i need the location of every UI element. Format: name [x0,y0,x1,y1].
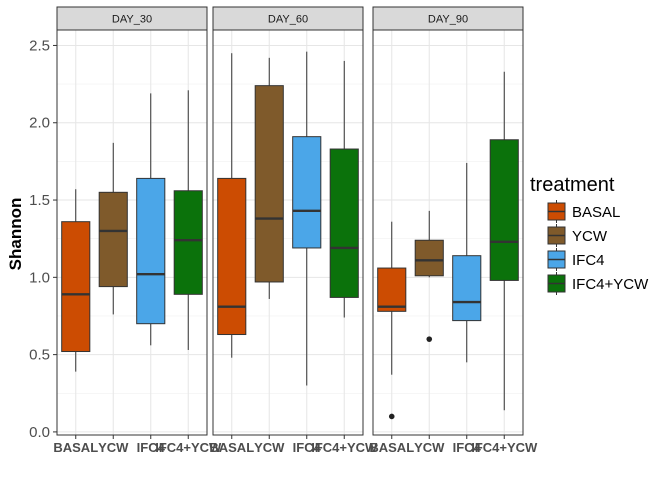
legend-item-ifc4: IFC4 [547,248,605,271]
box-iqr [414,239,444,277]
facet-strip-label: DAY_90 [428,14,468,26]
x-tick-label: IFC4+YCW [155,440,222,455]
legend-item-ycw: YCW [547,224,608,247]
box-ifc4 [292,51,322,386]
box-iqr [61,221,91,353]
box-basal [217,53,247,358]
outlier-point [388,413,395,420]
x-tick-label: IFC4 [293,440,322,455]
box-ycw [254,57,284,299]
x-tick-label: IFC4+YCW [471,440,538,455]
box-basal [377,221,407,420]
y-tick-label: 1.5 [29,192,50,209]
box-ifc4-ycw [173,90,203,350]
legend-label: IFC4 [572,252,605,269]
y-tick-label: 0.0 [29,424,50,441]
outlier-point [426,336,433,342]
x-tick-label: YCW [414,440,445,455]
y-tick-label: 2.0 [29,115,50,132]
y-axis-title: Shannon [6,198,25,271]
box-iqr [254,85,284,283]
box-ifc4-ycw [329,60,359,318]
x-tick-label: BASAL [369,440,414,455]
x-tick-label: BASAL [53,440,98,455]
x-tick-label: IFC4 [137,440,166,455]
panel-border [372,29,524,436]
x-tick-label: BASAL [209,440,254,455]
box-ifc4-ycw [489,71,519,411]
box-iqr [452,255,482,322]
legend-title: treatment [530,174,615,196]
box-ycw [98,142,128,315]
box-ycw [414,210,444,342]
y-axis: 0.0 0.5 1.0 1.5 2.0 2.5 [29,37,57,441]
box-iqr [329,148,359,298]
box-iqr [377,267,407,312]
box-iqr [217,177,247,336]
y-tick-label: 2.5 [29,37,50,54]
legend-label: BASAL [572,204,620,221]
box-iqr [98,191,128,288]
legend: treatment BASAL YCW IFC4 IFC4+YCW [530,174,649,295]
panel-border [56,29,208,436]
legend-item-ifc4-ycw: IFC4+YCW [547,272,649,295]
y-tick-label: 0.5 [29,347,50,364]
x-tick-label: YCW [98,440,129,455]
x-tick-label: IFC4+YCW [311,440,378,455]
box-iqr [136,177,166,325]
y-tick-label: 1.0 [29,269,50,286]
facet-strip-label: DAY_30 [112,14,152,26]
x-tick-label: IFC4 [453,440,482,455]
box-iqr [173,190,203,295]
facet-strip-label: DAY_60 [268,14,308,26]
box-iqr [489,139,519,281]
box-iqr [292,136,322,249]
legend-item-basal: BASAL [547,200,620,223]
legend-label: IFC4+YCW [572,276,649,293]
x-tick-label: YCW [254,440,285,455]
box-ifc4 [136,93,166,346]
box-basal [61,189,91,372]
legend-label: YCW [572,228,608,245]
box-ifc4 [452,162,482,363]
panel-border [212,29,364,436]
